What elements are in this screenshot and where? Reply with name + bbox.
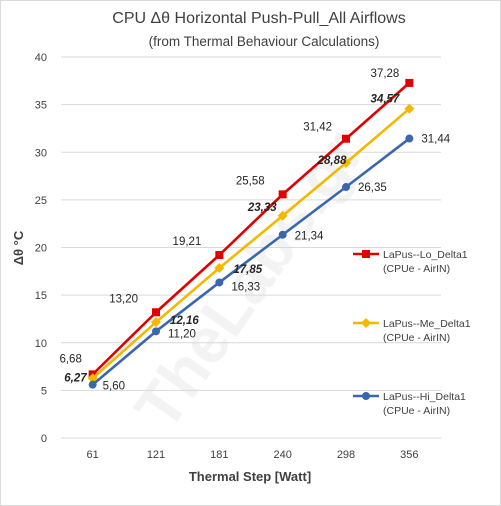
x-tick-label: 61	[87, 449, 99, 461]
data-label: 6,68	[59, 353, 81, 365]
data-point	[405, 134, 414, 143]
data-point	[278, 190, 287, 199]
data-point	[278, 230, 287, 239]
data-point	[342, 183, 350, 192]
data-point	[88, 380, 97, 389]
data-point	[404, 103, 415, 114]
legend-sublabel: (CPUe - AirIN)	[383, 332, 450, 344]
y-tick-label: 0	[41, 433, 47, 445]
data-label: 13,20	[109, 293, 138, 305]
chart-subtitle: (from Thermal Behaviour Calculations)	[149, 34, 380, 49]
data-label: 6,27	[64, 372, 87, 384]
data-label: 16,33	[231, 281, 260, 293]
y-tick-label: 40	[35, 52, 47, 64]
data-point	[405, 78, 414, 87]
data-point	[341, 157, 351, 168]
y-tick-label: 30	[35, 147, 47, 159]
data-label: 21,34	[295, 231, 324, 243]
data-label: 11,20	[168, 328, 196, 340]
y-tick-label: 10	[35, 338, 47, 350]
legend-label: LaPus--Hi_Delta1	[383, 391, 466, 403]
legend-sublabel: (CPUe - AirIN)	[383, 263, 450, 275]
data-label: 19,21	[173, 236, 202, 248]
data-label: 25,58	[236, 175, 265, 187]
chart-title: CPU Δθ Horizontal Push-Pull_All Airflows	[112, 10, 405, 27]
data-point	[215, 278, 224, 287]
data-point	[215, 251, 224, 260]
data-label: 23,33	[247, 202, 277, 214]
x-tick-label: 181	[210, 449, 228, 461]
series-line-2	[91, 107, 411, 380]
data-point	[152, 327, 160, 336]
legend-label: LaPus--Lo_Delta1	[383, 249, 468, 261]
data-label: 37,28	[371, 68, 400, 80]
x-tick-label: 298	[337, 449, 355, 461]
x-tick-label: 121	[147, 449, 165, 461]
legend-swatch-marker	[361, 318, 371, 328]
series-line-1	[91, 81, 411, 376]
x-axis-title: Thermal Step [Watt]	[189, 469, 311, 484]
y-tick-label: 35	[35, 100, 47, 112]
legend-swatch-marker	[362, 392, 370, 400]
data-point	[277, 210, 288, 221]
x-tick-label: 240	[273, 449, 291, 461]
data-label: 31,42	[303, 122, 332, 134]
legend: LaPus--Lo_Delta1 (CPUe - AirIN) LaPus--Me_…	[353, 249, 471, 417]
data-label: 26,35	[358, 182, 387, 194]
data-labels: 6,68 13,20 19,21 25,58 31,42 37,28 6,27 12,16 17…	[59, 68, 450, 393]
data-point	[214, 262, 225, 273]
y-axis-ticks: 0 5 10 15 20 25 30 35 40	[35, 52, 47, 445]
y-tick-label: 25	[35, 195, 47, 207]
data-point	[342, 134, 350, 143]
data-label: 5,60	[103, 381, 125, 393]
legend-label: LaPus--Me_Delta1	[383, 318, 471, 330]
series-lines	[87, 78, 415, 389]
data-point	[152, 308, 160, 317]
data-point	[87, 373, 98, 384]
data-label: 12,16	[170, 315, 199, 327]
data-label: 17,85	[233, 264, 262, 276]
data-label: 34,57	[371, 94, 400, 106]
series-line-3	[91, 137, 411, 386]
y-tick-label: 5	[41, 385, 47, 397]
data-label: 28,88	[317, 155, 347, 167]
data-point	[151, 317, 161, 328]
data-label: 31,44	[421, 134, 450, 146]
x-axis-ticks: 61 121 181 240 298 356	[87, 449, 419, 461]
legend-sublabel: (CPUe - AirIN)	[383, 405, 450, 417]
y-tick-label: 20	[35, 243, 47, 255]
legend-swatch-marker	[362, 250, 370, 258]
y-tick-label: 15	[35, 290, 47, 302]
x-tick-label: 356	[400, 449, 418, 461]
y-axis-title: Δθ °C	[11, 230, 26, 265]
